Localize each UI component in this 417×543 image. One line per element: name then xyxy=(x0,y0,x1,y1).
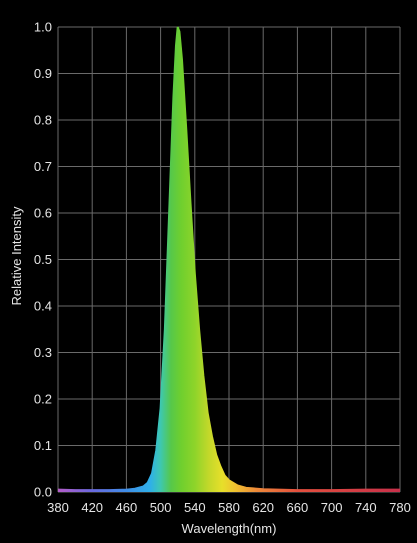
y-tick-label: 1.0 xyxy=(34,20,52,35)
grid xyxy=(57,26,401,493)
y-tick-label: 0.8 xyxy=(34,113,52,128)
y-tick-label: 0.1 xyxy=(34,438,52,453)
x-tick-label: 660 xyxy=(287,500,309,515)
tick-labels: 380 420 460 500 540 580 620 660 700 740 780 0.0 0.1 0… xyxy=(34,20,411,516)
x-tick-label: 780 xyxy=(389,500,411,515)
y-tick-label: 0.2 xyxy=(34,392,52,407)
spectrum-line xyxy=(57,26,400,492)
y-tick-label: 0.5 xyxy=(34,252,52,267)
x-tick-label: 460 xyxy=(116,500,138,515)
x-tick-label: 700 xyxy=(321,500,343,515)
x-axis-label: Wavelength(nm) xyxy=(182,521,277,536)
x-tick-label: 620 xyxy=(252,500,274,515)
x-tick-label: 540 xyxy=(184,500,206,515)
y-tick-label: 0.9 xyxy=(34,66,52,81)
x-tick-label: 580 xyxy=(218,500,240,515)
x-tick-label: 420 xyxy=(81,500,103,515)
y-tick-label: 0.3 xyxy=(34,345,52,360)
y-tick-label: 0.4 xyxy=(34,299,52,314)
y-tick-label: 0.7 xyxy=(34,159,52,174)
spectrum-area xyxy=(57,26,400,492)
x-tick-label: 740 xyxy=(355,500,377,515)
y-axis-label: Relative Intensity xyxy=(9,206,24,305)
x-tick-label: 380 xyxy=(47,500,69,515)
y-tick-label: 0.0 xyxy=(34,485,52,500)
x-tick-label: 500 xyxy=(150,500,172,515)
y-tick-label: 0.6 xyxy=(34,206,52,221)
